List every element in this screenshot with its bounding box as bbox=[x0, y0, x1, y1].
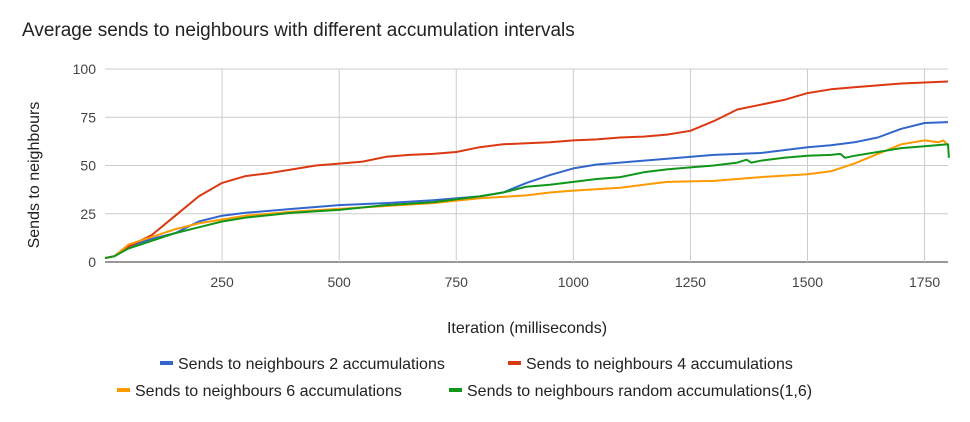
y-tick-label: 100 bbox=[73, 61, 97, 77]
x-tick-label: 1750 bbox=[909, 274, 940, 290]
chart-title: Average sends to neighbours with differe… bbox=[22, 20, 575, 41]
series-line-3 bbox=[104, 139, 949, 260]
y-tick-label: 0 bbox=[88, 254, 96, 270]
series-line-4 bbox=[104, 143, 950, 260]
legend-label-4: Sends to neighbours random accumulations… bbox=[467, 383, 812, 400]
x-tick-label: 750 bbox=[445, 274, 469, 290]
legend-label-3: Sends to neighbours 6 accumulations bbox=[135, 383, 402, 400]
series-line-2 bbox=[104, 80, 949, 260]
x-tick-label: 250 bbox=[210, 274, 234, 290]
x-axis-title: Iteration (milliseconds) bbox=[447, 320, 607, 337]
legend-label-2: Sends to neighbours 4 accumulations bbox=[526, 356, 793, 373]
y-tick-label: 75 bbox=[80, 109, 96, 125]
y-axis-title: Sends to neighbours bbox=[26, 102, 43, 249]
y-tick-label: 50 bbox=[80, 158, 96, 174]
legend-label-1: Sends to neighbours 2 accumulations bbox=[178, 356, 445, 373]
x-tick-label: 1250 bbox=[675, 274, 706, 290]
x-tick-label: 500 bbox=[327, 274, 351, 290]
x-tick-label: 1500 bbox=[792, 274, 823, 290]
y-tick-label: 25 bbox=[80, 206, 96, 222]
x-tick-label: 1000 bbox=[558, 274, 589, 290]
